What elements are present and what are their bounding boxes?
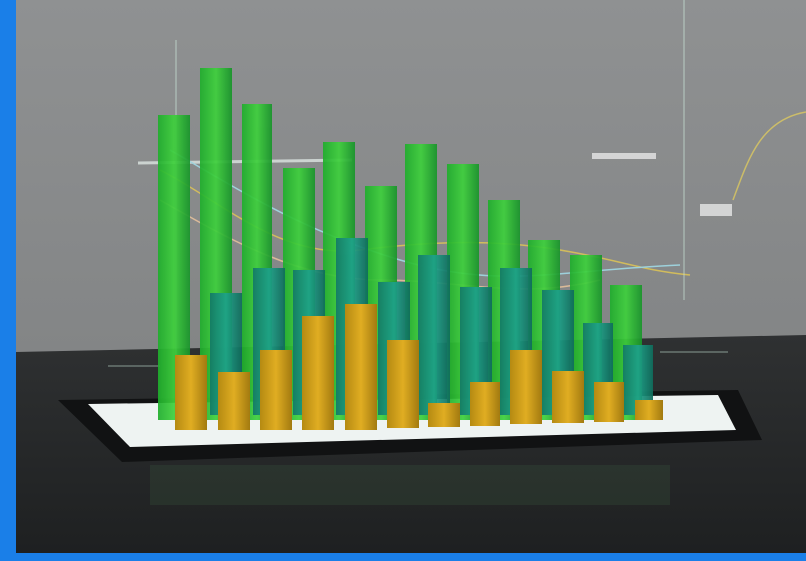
bar xyxy=(594,382,624,422)
bar xyxy=(470,382,500,426)
reflection xyxy=(150,465,670,505)
bar xyxy=(345,304,377,430)
bar xyxy=(260,350,292,430)
bar xyxy=(175,355,207,430)
front-bars xyxy=(175,304,663,430)
curve xyxy=(732,111,806,201)
bar xyxy=(510,350,542,424)
bar xyxy=(552,371,584,423)
bar xyxy=(218,372,250,430)
hud-bar xyxy=(592,153,656,159)
middle-bars xyxy=(210,238,653,415)
bar xyxy=(635,400,663,420)
hud-box xyxy=(700,204,732,216)
bar xyxy=(418,255,450,415)
bar xyxy=(387,340,419,428)
bar xyxy=(428,403,460,427)
bar xyxy=(302,316,334,430)
